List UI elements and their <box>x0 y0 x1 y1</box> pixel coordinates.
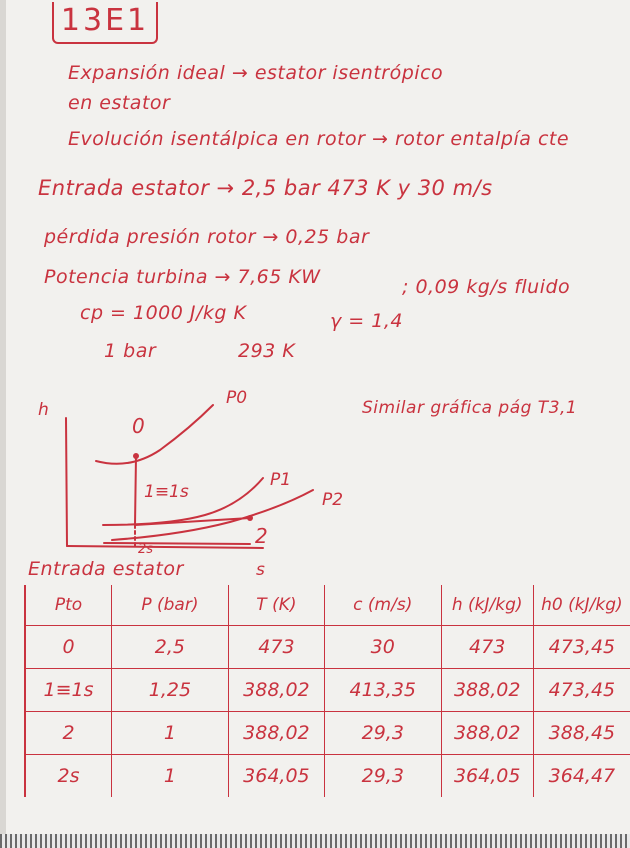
header-temperature: T (K) <box>227 585 325 626</box>
paper-edge <box>0 0 6 848</box>
table-row: 1≡1s 1,25 388,02 413,35 388,02 473,45 <box>23 668 630 712</box>
header-pressure: P (bar) <box>110 585 229 626</box>
statement-line-5: pérdida presión rotor → 0,25 bar <box>44 226 370 248</box>
cell-temperature: 388,02 <box>227 711 325 755</box>
table-row: 2s 1 364,05 29,3 364,05 364,47 <box>23 754 630 797</box>
curve-label-p1: P1 <box>270 470 292 490</box>
expansion-line <box>134 455 137 526</box>
scan-edge-strip <box>0 834 630 848</box>
statement-line-6b: ; 0,09 kg/s fluido <box>402 276 571 298</box>
diagram-note: Similar gráfica pág T3,1 <box>362 398 578 418</box>
curve-label-p2: P2 <box>322 490 344 510</box>
curve-p2 <box>111 489 314 541</box>
cell-point: 2s <box>23 754 112 797</box>
header-total-enthalpy: h0 (kJ/kg) <box>532 585 630 626</box>
cell-total-enthalpy: 364,47 <box>532 754 630 797</box>
cell-total-enthalpy: 473,45 <box>532 625 630 669</box>
cell-temperature: 364,05 <box>227 754 325 797</box>
statement-line-4: Entrada estator → 2,5 bar 473 K y 30 m/s <box>38 176 493 200</box>
cell-velocity: 29,3 <box>323 711 442 755</box>
statement-line-7: cp = 1000 J/kg K <box>80 302 247 324</box>
curve-p0 <box>95 404 214 465</box>
cell-velocity: 29,3 <box>323 754 442 797</box>
cell-point: 0 <box>23 625 112 669</box>
table-row: 0 2,5 473 30 473 473,45 <box>23 625 630 669</box>
cell-pressure: 2,5 <box>110 625 229 669</box>
point-label-2s: 2s <box>138 542 154 557</box>
curve-label-p0: P0 <box>226 388 248 408</box>
cell-pressure: 1 <box>110 754 229 797</box>
statement-line-6: Potencia turbina → 7,65 KW <box>44 266 321 288</box>
isenthalpic-line <box>134 517 251 526</box>
header-point: Pto <box>23 585 112 626</box>
cell-velocity: 30 <box>323 625 442 669</box>
statement-line-1: Expansión ideal → estator isentrópico <box>68 62 444 84</box>
cell-point: 1≡1s <box>23 668 112 712</box>
h-axis-label: h <box>38 400 49 420</box>
statement-line-2: en estator <box>68 92 171 114</box>
point-label-0: 0 <box>132 414 145 438</box>
cell-enthalpy: 388,02 <box>440 711 534 755</box>
header-enthalpy: h (kJ/kg) <box>440 585 534 626</box>
header-velocity: c (m/s) <box>323 585 442 626</box>
table-row: 2 1 388,02 29,3 388,02 388,45 <box>23 711 630 755</box>
cell-temperature: 473 <box>227 625 325 669</box>
cell-point: 2 <box>23 711 112 755</box>
results-table: Pto P (bar) T (K) c (m/s) h (kJ/kg) h0 (… <box>23 585 630 797</box>
point-2-marker <box>247 515 253 521</box>
statement-line-7b: γ = 1,4 <box>330 310 403 332</box>
point-0-marker <box>133 453 139 459</box>
cell-total-enthalpy: 473,45 <box>532 668 630 712</box>
cell-enthalpy: 388,02 <box>440 668 534 712</box>
s-axis <box>66 545 264 549</box>
point-label-2: 2 <box>255 524 268 548</box>
cell-temperature: 388,02 <box>227 668 325 712</box>
table-header-row: Pto P (bar) T (K) c (m/s) h (kJ/kg) h0 (… <box>23 585 630 626</box>
cell-velocity: 413,35 <box>323 668 442 712</box>
problem-title: 13E1 <box>52 2 158 44</box>
statement-line-3: Evolución isentálpica en rotor → rotor e… <box>68 128 570 150</box>
table-caption: Entrada estator <box>28 558 184 580</box>
cell-total-enthalpy: 388,45 <box>532 711 630 755</box>
s-axis-label: s <box>256 560 265 580</box>
cell-pressure: 1 <box>110 711 229 755</box>
statement-line-8b: 293 K <box>238 340 296 362</box>
point-label-1: 1≡1s <box>144 482 189 502</box>
cell-enthalpy: 364,05 <box>440 754 534 797</box>
h-axis <box>65 417 68 547</box>
cell-pressure: 1,25 <box>110 668 229 712</box>
isobar-horizontal <box>103 542 251 545</box>
statement-line-8a: 1 bar <box>104 340 157 362</box>
cell-enthalpy: 473 <box>440 625 534 669</box>
